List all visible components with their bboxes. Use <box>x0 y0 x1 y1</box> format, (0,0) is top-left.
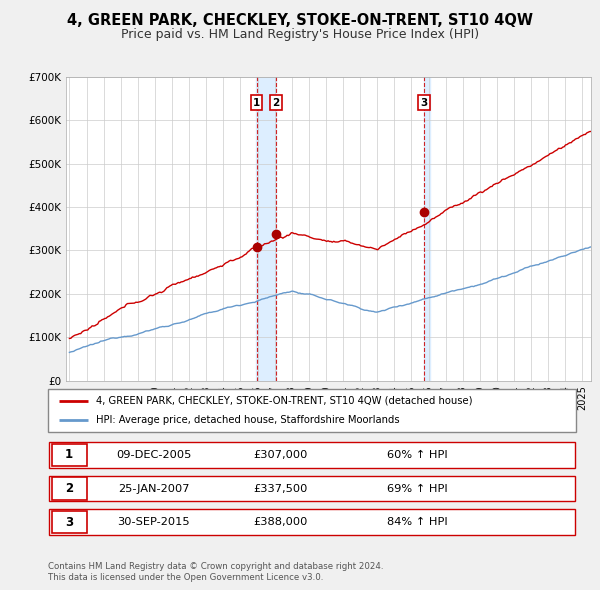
Text: 69% ↑ HPI: 69% ↑ HPI <box>387 484 448 493</box>
Text: 84% ↑ HPI: 84% ↑ HPI <box>387 517 448 527</box>
Text: 60% ↑ HPI: 60% ↑ HPI <box>387 450 448 460</box>
Text: £388,000: £388,000 <box>253 517 308 527</box>
Text: £307,000: £307,000 <box>253 450 308 460</box>
Text: 2: 2 <box>65 482 73 495</box>
Text: 4, GREEN PARK, CHECKLEY, STOKE-ON-TRENT, ST10 4QW: 4, GREEN PARK, CHECKLEY, STOKE-ON-TRENT,… <box>67 13 533 28</box>
Text: Contains HM Land Registry data © Crown copyright and database right 2024.: Contains HM Land Registry data © Crown c… <box>48 562 383 571</box>
Bar <box>52 444 86 466</box>
Text: 3: 3 <box>65 516 73 529</box>
Text: £337,500: £337,500 <box>253 484 308 493</box>
Text: Price paid vs. HM Land Registry's House Price Index (HPI): Price paid vs. HM Land Registry's House … <box>121 28 479 41</box>
Bar <box>52 477 86 500</box>
Text: 30-SEP-2015: 30-SEP-2015 <box>117 517 190 527</box>
Bar <box>52 511 86 533</box>
Text: 1: 1 <box>65 448 73 461</box>
Bar <box>424 77 430 381</box>
Text: 25-JAN-2007: 25-JAN-2007 <box>118 484 190 493</box>
Text: 4, GREEN PARK, CHECKLEY, STOKE-ON-TRENT, ST10 4QW (detached house): 4, GREEN PARK, CHECKLEY, STOKE-ON-TRENT,… <box>95 396 472 406</box>
Text: 2: 2 <box>272 97 280 107</box>
Text: This data is licensed under the Open Government Licence v3.0.: This data is licensed under the Open Gov… <box>48 572 323 582</box>
Text: 09-DEC-2005: 09-DEC-2005 <box>116 450 191 460</box>
Text: HPI: Average price, detached house, Staffordshire Moorlands: HPI: Average price, detached house, Staf… <box>95 415 399 425</box>
Text: 3: 3 <box>421 97 428 107</box>
Bar <box>256 77 276 381</box>
Text: 1: 1 <box>253 97 260 107</box>
